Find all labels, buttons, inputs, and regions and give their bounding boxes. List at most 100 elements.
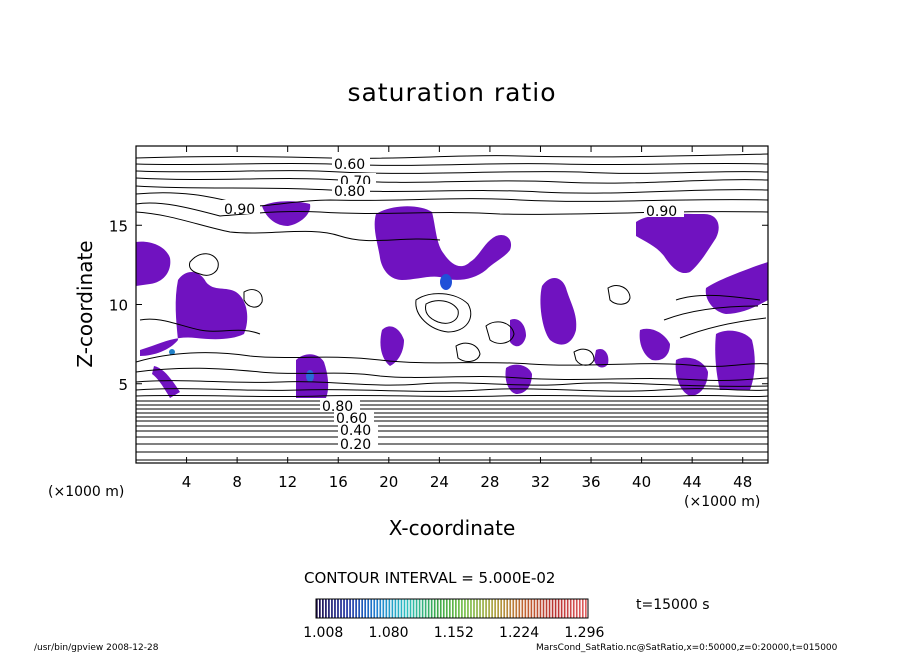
colorbar-stripe (581, 599, 584, 618)
colorbar-stripe (479, 599, 481, 618)
colorbar-tick-label: 1.008 (303, 625, 343, 641)
x-tick-label: 16 (329, 473, 348, 491)
colorbar-stripe (409, 599, 412, 618)
colorbar-stripe (521, 599, 524, 618)
colorbar-stripe (358, 599, 360, 618)
colorbar-stripe (328, 599, 330, 618)
colorbar-stripe (397, 599, 400, 618)
colorbar-stripe (325, 599, 327, 618)
contour-line (573, 348, 595, 366)
colorbar-stripe (406, 599, 409, 618)
colorbar-stripe (464, 599, 466, 618)
fill-region (715, 330, 755, 390)
contour-labels: 0.60 0.70 0.80 0.90 0.90 0.20 0.40 0.60 … (222, 156, 684, 453)
x-tick-label: 4 (182, 473, 192, 491)
colorbar-stripe (337, 599, 339, 618)
x-axis-label: X-coordinate (389, 516, 516, 540)
colorbar-stripe (539, 599, 542, 618)
colorbar-stripe (569, 599, 572, 618)
plot-area: 0.60 0.70 0.80 0.90 0.90 0.20 0.40 0.60 … (136, 146, 768, 463)
fill-region (639, 328, 670, 361)
colorbar-stripe (497, 599, 499, 618)
colorbar-stripe (376, 599, 379, 618)
colorbar-stripe (485, 599, 487, 618)
colorbar-stripe (470, 599, 472, 618)
colorbar-stripe (343, 599, 345, 618)
colorbar-stripe (584, 599, 587, 618)
colorbar-stripe (340, 599, 342, 618)
x-tick-label: 24 (430, 473, 449, 491)
colorbar-frame (315, 598, 589, 619)
contour-line (136, 211, 441, 242)
colorbar-stripe (367, 599, 370, 618)
colorbar-stripe (445, 599, 448, 618)
footer-right: MarsCond_SatRatio.nc@SatRatio,x=0:50000,… (536, 643, 838, 653)
contour-line (139, 318, 261, 335)
colorbar-stripe (476, 599, 478, 618)
colorbar-stripe (500, 599, 503, 618)
colorbar-stripe (316, 599, 318, 618)
colorbar-tick-labels: 1.008 1.080 1.152 1.224 1.296 (303, 625, 604, 641)
colorbar-stripe (436, 599, 439, 618)
colorbar-stripe (494, 599, 496, 618)
colorbar-stripe (319, 599, 321, 618)
y-axis-ticks: 5 10 15 (109, 217, 768, 394)
contour-line (425, 300, 459, 324)
colorbar-stripe (557, 599, 560, 618)
colorbar-stripe (509, 599, 512, 618)
colorbar-stripe (560, 599, 563, 618)
colorbar-stripe (524, 599, 527, 618)
colorbar-stripe (421, 599, 424, 618)
colorbar-stripe (506, 599, 509, 618)
colorbar-stripe (458, 599, 460, 618)
colorbar-stripe (418, 599, 421, 618)
contour-label-040: 0.40 (340, 423, 371, 439)
highlight-spot (306, 370, 314, 382)
contour-label-080: 0.80 (334, 184, 365, 200)
colorbar-stripe (322, 599, 324, 618)
colorbar-stripe (512, 599, 515, 618)
contour-line (415, 293, 472, 333)
y-axis-label: Z-coordinate (73, 240, 97, 367)
y-tick-label: 10 (109, 297, 128, 315)
colorbar-stripe (482, 599, 484, 618)
x-tick-label: 36 (581, 473, 600, 491)
colorbar-stripe (554, 599, 557, 618)
time-label: t=15000 s (636, 597, 710, 613)
contour-line (136, 388, 768, 392)
contour-line (136, 352, 768, 367)
contour-line (136, 170, 768, 174)
contour-line (136, 153, 768, 159)
colorbar-stripe (430, 599, 433, 618)
fill-region (675, 357, 708, 396)
colorbar-stripe (424, 599, 427, 618)
fill-region (594, 348, 609, 368)
colorbar-stripe (370, 599, 373, 618)
colorbar-stripe (578, 599, 581, 618)
colorbar-stripe (373, 599, 376, 618)
x-tick-label: 48 (733, 473, 752, 491)
contour-line (136, 367, 768, 382)
colorbar-stripe (439, 599, 442, 618)
colorbar-tick-label: 1.296 (564, 625, 604, 641)
colorbar-stripe (334, 599, 336, 618)
colorbar-stripe (566, 599, 569, 618)
x-tick-label: 28 (480, 473, 499, 491)
colorbar-stripe (391, 599, 394, 618)
colorbar-stripe (403, 599, 406, 618)
contour-label-060-low: 0.60 (336, 411, 367, 427)
colorbar-stripe (488, 599, 490, 618)
contour-line (455, 342, 481, 362)
contour-lines (136, 153, 768, 461)
colorbar-stripe (352, 599, 354, 618)
colorbar-stripe (364, 599, 367, 618)
contour-line (136, 162, 768, 166)
colorbar-stripe (331, 599, 333, 618)
colorbar-stripe (536, 599, 539, 618)
colorbar-stripe (412, 599, 415, 618)
fill-region (705, 262, 768, 314)
contour-line (136, 185, 768, 194)
colorbar-stripe (545, 599, 548, 618)
contour-line (189, 253, 219, 276)
